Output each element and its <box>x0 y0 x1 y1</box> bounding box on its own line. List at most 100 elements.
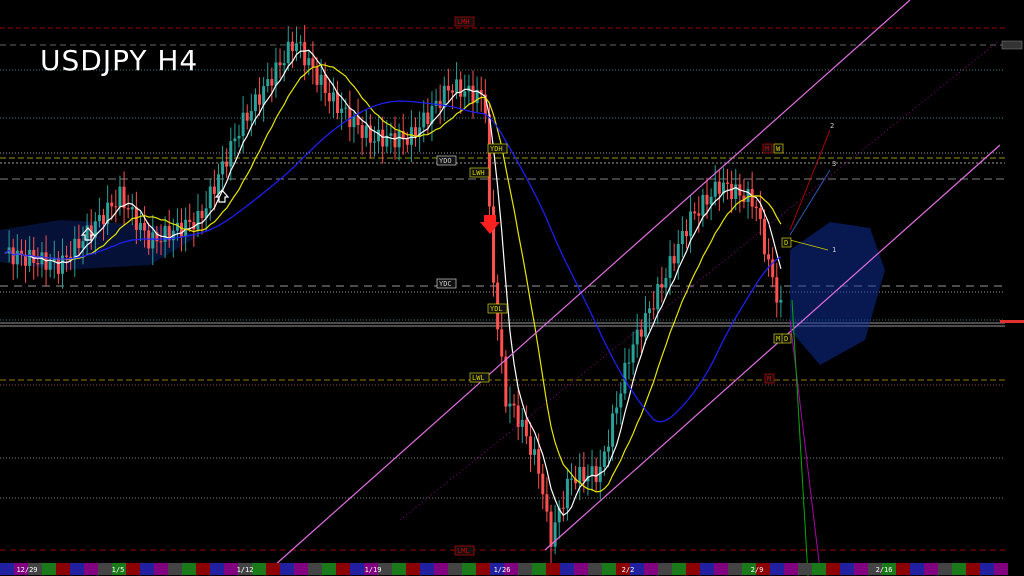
time-axis-segment <box>672 563 686 575</box>
candle-body <box>672 256 676 264</box>
time-axis-segment <box>588 563 602 575</box>
candle-body <box>652 308 656 310</box>
buy-arrow-icon <box>80 227 96 241</box>
time-axis-segment <box>182 563 196 575</box>
x-tick-label: 1/5 <box>112 566 125 574</box>
level-label: LWH <box>472 169 485 177</box>
candle-body <box>233 138 237 142</box>
candle-body <box>713 181 717 197</box>
candle-body <box>93 221 97 238</box>
candle-body <box>409 127 413 145</box>
buy-arrow-icon <box>214 189 230 203</box>
candle-body <box>561 507 565 509</box>
candle-body <box>582 466 586 482</box>
candle-body <box>668 256 672 278</box>
time-axis-segment <box>686 563 700 575</box>
level-label: D <box>784 335 788 343</box>
candle-body <box>676 244 680 264</box>
time-axis-segment <box>812 563 826 575</box>
time-axis-segment <box>518 563 532 575</box>
candle-body <box>225 161 229 167</box>
time-axis-segment <box>210 563 224 575</box>
candle-body <box>180 222 184 237</box>
level-label-box <box>773 143 784 154</box>
candle-body <box>570 478 574 480</box>
projection-line <box>789 319 821 571</box>
candle-body <box>643 313 647 337</box>
candle-body <box>311 58 315 68</box>
candle-body <box>574 478 578 484</box>
candle-body <box>742 195 746 203</box>
time-axis-segment <box>868 563 882 575</box>
level-label: M <box>776 335 780 343</box>
channel-line <box>544 144 1001 551</box>
candle-body <box>253 94 257 112</box>
candle-body <box>680 231 684 245</box>
candle-body <box>709 196 713 205</box>
line-label: 3 <box>832 160 836 168</box>
candle-body <box>516 405 520 427</box>
candle-body <box>648 308 652 314</box>
candle-body <box>389 133 393 136</box>
candle-body <box>151 232 155 249</box>
time-axis-segment <box>924 563 938 575</box>
candle-body <box>192 222 196 230</box>
level-label-box <box>487 143 508 154</box>
candle-body <box>307 58 311 66</box>
candle-body <box>77 238 81 249</box>
level-label: W <box>776 145 781 153</box>
candle-body <box>730 183 734 199</box>
candle-body <box>331 92 335 102</box>
candle-body <box>684 231 688 237</box>
time-axis-segment <box>0 563 14 575</box>
candle-body <box>377 129 381 142</box>
candle-body <box>270 79 274 86</box>
time-axis-segment <box>854 563 868 575</box>
candle-body <box>360 125 364 138</box>
candle-body <box>81 241 85 249</box>
level-label-box <box>487 303 508 314</box>
candle-body <box>56 258 60 274</box>
level-label-box <box>469 372 490 383</box>
level-label-box <box>781 333 792 344</box>
candle-body <box>660 283 664 288</box>
candle-body <box>422 112 426 128</box>
candle-body <box>237 135 241 139</box>
channel-line <box>274 0 911 566</box>
time-axis-segment <box>42 563 56 575</box>
candle-body <box>594 466 598 483</box>
candle-body <box>623 362 627 394</box>
candle-body <box>290 41 294 51</box>
level-label-box <box>469 167 490 178</box>
candle-body <box>303 42 307 66</box>
time-axis-segment <box>280 563 294 575</box>
candle-body <box>557 507 561 523</box>
time-axis-segment <box>756 563 770 575</box>
channel-midline <box>399 39 1001 521</box>
candle-body <box>512 403 516 406</box>
time-axis-segment <box>14 563 28 575</box>
time-axis-segment <box>140 563 154 575</box>
time-axis-segment <box>224 563 238 575</box>
candle-body <box>36 262 40 265</box>
candle-body <box>442 85 446 108</box>
time-axis-segment <box>238 563 252 575</box>
time-axis-segment <box>770 563 784 575</box>
time-axis-segment <box>252 563 266 575</box>
candle-body <box>221 161 225 175</box>
candle-body <box>143 222 147 231</box>
candle-body <box>446 85 450 91</box>
candle-body <box>631 344 635 363</box>
candle-body <box>299 42 303 44</box>
projection-line <box>791 299 809 576</box>
candle-body <box>619 393 623 408</box>
time-axis-segment <box>938 563 952 575</box>
candle-body <box>767 254 771 260</box>
time-axis-segment <box>336 563 350 575</box>
candle-body <box>249 111 253 121</box>
candle-body <box>126 208 130 210</box>
candle-body <box>508 403 512 407</box>
time-axis-segment <box>630 563 644 575</box>
ma-fast-line <box>4 49 782 517</box>
time-axis-segment <box>560 563 574 575</box>
